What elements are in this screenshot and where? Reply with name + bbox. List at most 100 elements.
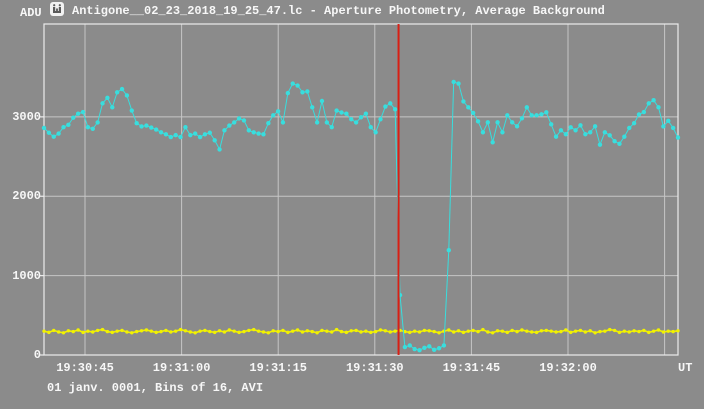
background-level-point — [369, 330, 373, 335]
target-aperture-flux-point — [290, 81, 295, 86]
background-level-point — [144, 328, 149, 332]
background-level-point — [403, 329, 407, 334]
target-aperture-flux-point — [656, 105, 661, 110]
target-aperture-flux-point — [631, 121, 637, 126]
x-tick-label: 19:31:30 — [345, 361, 404, 375]
background-level-point — [169, 330, 173, 334]
target-aperture-flux-point — [617, 141, 622, 147]
target-aperture-flux-point — [407, 343, 412, 348]
background-level-point — [354, 328, 358, 333]
target-aperture-flux-point — [509, 120, 515, 125]
background-level-point — [422, 328, 427, 333]
background-level-point — [286, 330, 290, 335]
background-level-point — [612, 328, 617, 333]
target-aperture-flux-point — [544, 110, 549, 115]
background-level-point — [334, 327, 339, 332]
background-level-point — [569, 330, 573, 335]
target-aperture-flux-point — [80, 109, 86, 115]
background-level-point — [676, 329, 680, 333]
target-aperture-flux-point — [641, 109, 647, 115]
background-level-point — [330, 330, 334, 334]
target-aperture-flux-point — [597, 142, 603, 147]
target-aperture-flux-point — [207, 130, 213, 135]
x-tick-label: 19:30:45 — [56, 361, 114, 375]
target-aperture-flux-point — [46, 130, 52, 135]
target-aperture-flux-point — [105, 95, 110, 101]
target-aperture-flux-point — [568, 125, 573, 130]
target-aperture-flux-point — [256, 131, 261, 136]
background-level-point — [578, 328, 583, 333]
background-level-point — [154, 330, 158, 335]
y-tick-label: 0 — [33, 348, 41, 362]
target-aperture-flux-point — [56, 131, 61, 136]
background-level-point — [510, 328, 514, 333]
target-aperture-flux-point — [490, 140, 495, 145]
background-level-point — [383, 329, 388, 333]
background-level-point — [632, 329, 636, 333]
target-aperture-flux-point — [339, 110, 344, 115]
target-aperture-flux-point — [646, 101, 651, 106]
background-level-point — [76, 328, 80, 332]
target-aperture-flux-point — [563, 132, 569, 137]
target-aperture-flux-point — [573, 128, 578, 133]
target-aperture-flux-point — [95, 120, 100, 125]
background-level-point — [573, 329, 578, 333]
background-level-point — [71, 329, 75, 334]
background-level-point — [583, 330, 588, 334]
background-level-point — [344, 330, 349, 335]
target-aperture-flux-point — [358, 115, 364, 120]
background-level-point — [520, 328, 524, 332]
target-aperture-flux-point — [114, 90, 120, 95]
target-aperture-flux-point — [188, 132, 193, 138]
background-level-point — [42, 329, 46, 333]
background-level-point — [364, 329, 368, 333]
target-aperture-flux-point — [363, 111, 369, 116]
target-aperture-flux-point — [241, 118, 247, 123]
target-aperture-flux-point — [66, 122, 71, 128]
target-aperture-flux-point — [470, 110, 476, 116]
target-aperture-flux-point — [402, 344, 408, 350]
target-aperture-flux-point — [602, 130, 608, 135]
target-aperture-flux-point — [353, 120, 359, 125]
background-level-point — [149, 329, 153, 333]
background-level-point — [427, 329, 431, 333]
background-level-point — [500, 329, 505, 333]
background-level-point — [47, 330, 51, 335]
target-aperture-flux-point — [666, 118, 671, 124]
x-tick-label: 19:32:00 — [539, 361, 597, 375]
background-level-point — [115, 329, 119, 333]
target-aperture-flux-point — [485, 120, 490, 125]
background-level-point — [388, 330, 392, 334]
x-tick-label: 19:31:00 — [152, 361, 211, 375]
background-level-point — [661, 330, 666, 334]
target-aperture-flux-point — [588, 130, 593, 135]
target-aperture-flux-line — [43, 81, 679, 351]
background-level-point — [408, 330, 412, 335]
target-aperture-flux-point — [441, 343, 447, 348]
target-aperture-flux-point — [431, 347, 437, 353]
background-level-point — [300, 330, 305, 334]
background-level-point — [598, 329, 602, 334]
target-aperture-flux-point — [314, 120, 320, 125]
target-aperture-flux-series — [41, 79, 681, 353]
background-level-point — [622, 329, 627, 333]
target-aperture-flux-point — [168, 134, 173, 140]
target-aperture-flux-point — [607, 133, 612, 138]
background-level-point — [647, 330, 651, 335]
background-level-point — [266, 331, 271, 335]
background-level-point — [373, 329, 378, 334]
background-level-point — [359, 330, 363, 334]
background-level-point — [52, 328, 56, 333]
background-level-point — [320, 328, 324, 333]
background-level-point — [393, 329, 397, 333]
background-level-point — [178, 327, 183, 332]
target-aperture-flux-point — [266, 121, 271, 126]
background-level-point — [295, 328, 300, 332]
background-level-point — [603, 329, 607, 333]
target-aperture-flux-point — [41, 125, 47, 131]
target-aperture-flux-point — [280, 120, 286, 125]
background-level-point — [461, 330, 466, 335]
background-level-point — [61, 331, 66, 335]
